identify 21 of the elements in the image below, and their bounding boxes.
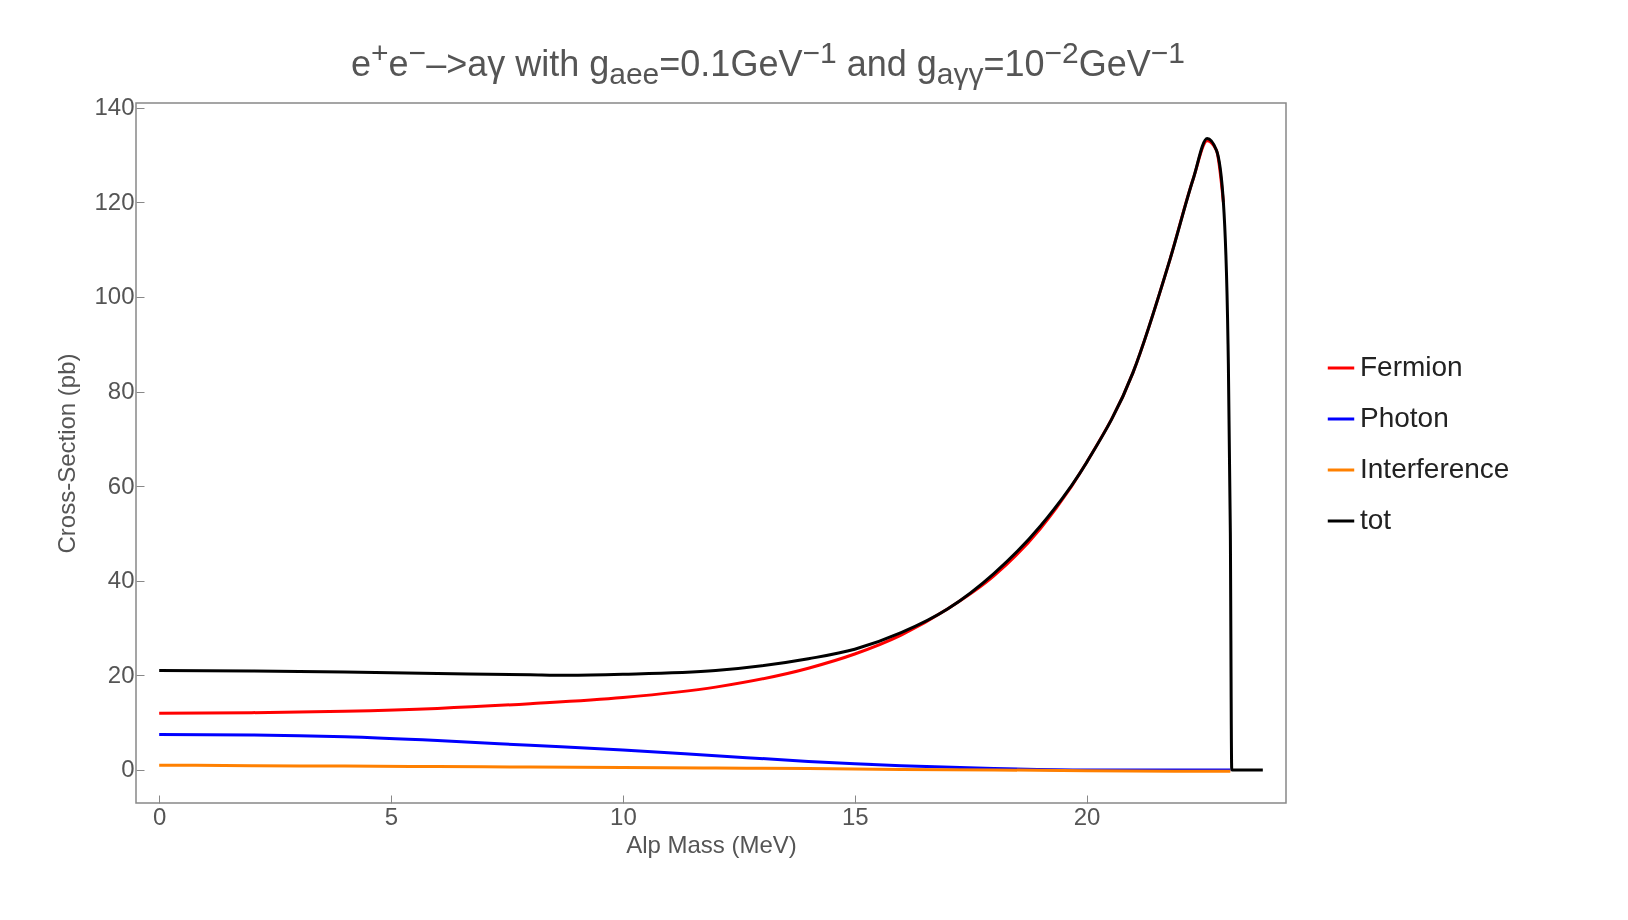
legend-label: Fermion — [1360, 351, 1463, 382]
legend-label: Interference — [1360, 453, 1510, 484]
y-tick-label: 140 — [94, 93, 135, 121]
chart-title: e$^{+}$e$^{−}$–>aγ with g$_{aee}$=0.1GeV$^{−1}$ and g$_{aγγ}$=10$^{−2}$GeV$^{−1}$ — [351, 36, 1185, 91]
y-tick-label: 80 — [107, 377, 135, 405]
x-tick-label: 0 — [153, 802, 167, 830]
x-tick-label: 10 — [610, 802, 637, 830]
y-tick-label: 20 — [107, 660, 135, 688]
legend-label: Photon — [1360, 402, 1449, 433]
y-tick-label: 120 — [94, 187, 135, 215]
y-tick-label: 40 — [107, 566, 135, 594]
legend-label: tot — [1360, 504, 1392, 535]
y-axis-title: Cross-Section (pb) — [53, 353, 81, 554]
y-tick-label: 0 — [121, 755, 135, 783]
x-tick-label: 5 — [384, 802, 399, 830]
y-tick-label: 60 — [107, 471, 135, 499]
x-tick-label: 20 — [1073, 802, 1101, 830]
line-series — [157, 763, 1232, 773]
y-tick-label: 100 — [94, 282, 135, 310]
x-axis-title: Alp Mass (MeV) — [626, 830, 797, 858]
x-tick-label: 15 — [841, 802, 869, 830]
